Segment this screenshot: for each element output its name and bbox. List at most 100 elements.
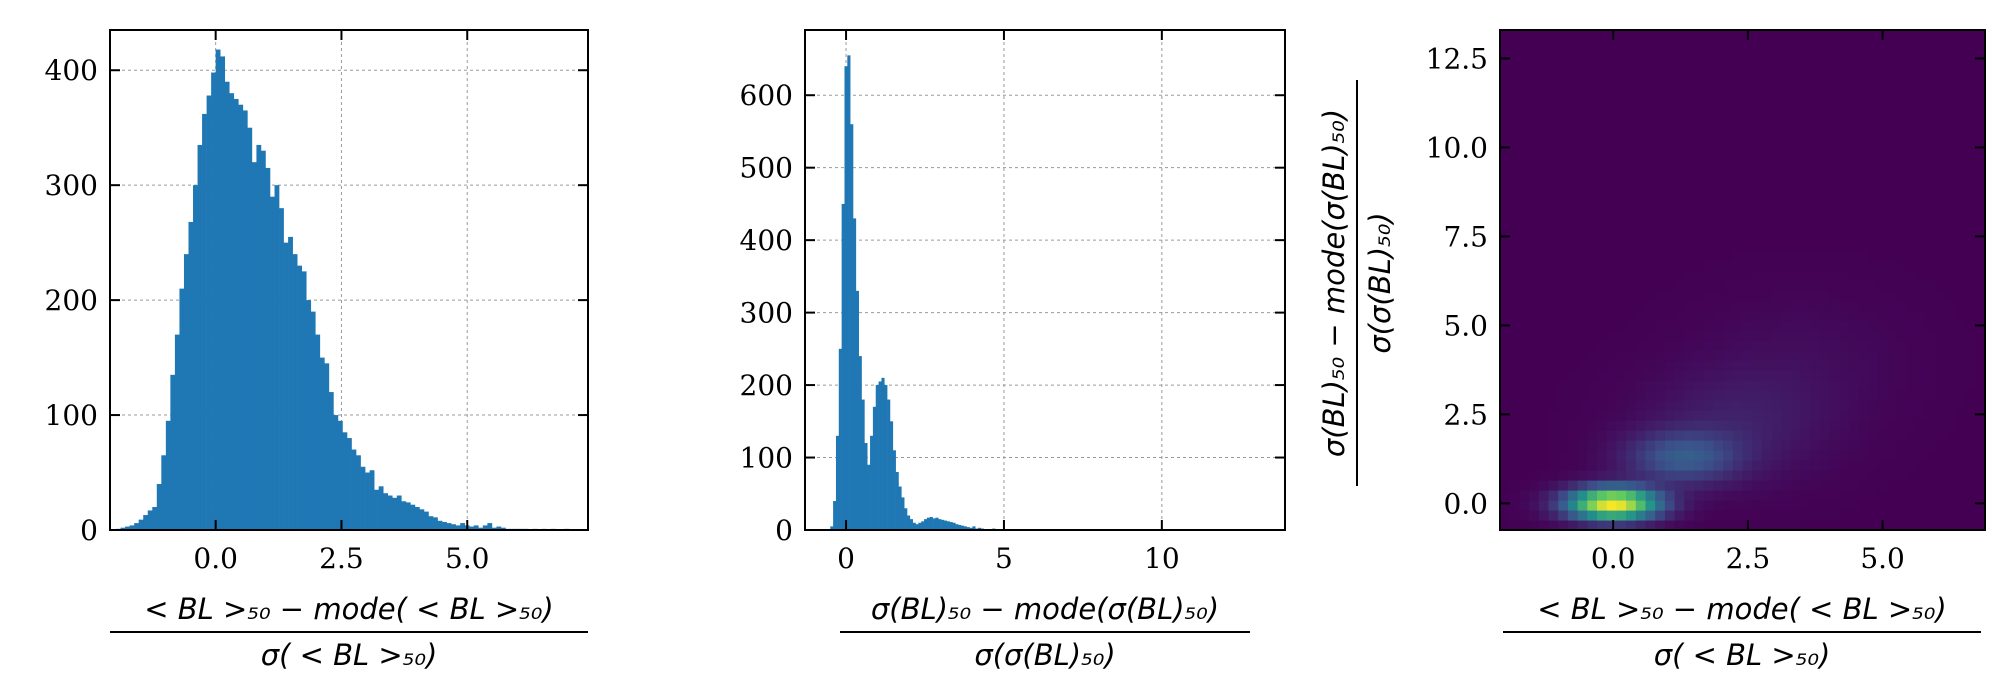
heatmap-cell — [1713, 370, 1724, 381]
heatmap-cell — [1771, 380, 1782, 391]
heatmap-cell — [1626, 420, 1637, 431]
heatmap-cell — [1878, 440, 1889, 451]
heatmap-cell — [1694, 340, 1705, 351]
heatmap-cell — [1752, 160, 1763, 171]
heatmap-cell — [1645, 140, 1656, 151]
heatmap-cell — [1529, 380, 1540, 391]
heatmap-cell — [1577, 390, 1588, 401]
heatmap-cell — [1888, 150, 1899, 161]
heatmap-cell — [1917, 270, 1928, 281]
heatmap-cell — [1635, 460, 1647, 471]
heatmap-cell — [1500, 370, 1511, 381]
heatmap-cell — [1509, 100, 1520, 111]
heatmap-cell — [1946, 180, 1957, 191]
heatmap-cell — [1713, 450, 1724, 461]
heatmap-cell — [1548, 470, 1559, 481]
heatmap-cell — [1781, 420, 1792, 431]
heatmap-cell — [1723, 320, 1734, 331]
heatmap-cell — [1946, 400, 1957, 411]
heatmap-cell — [1955, 280, 1967, 291]
heatmap-cell — [1858, 380, 1870, 391]
heatmap-cell — [1955, 390, 1967, 401]
heatmap-cell — [1577, 230, 1588, 241]
heatmap-cell — [1635, 210, 1647, 221]
heatmap-cell — [1829, 380, 1841, 391]
heatmap-cell — [1577, 520, 1588, 530]
heatmap-cell — [1820, 140, 1831, 151]
heatmap-cell — [1529, 410, 1540, 421]
heatmap-cell — [1781, 480, 1792, 491]
heatmap-cell — [1500, 80, 1511, 91]
heatmap-cell — [1626, 510, 1637, 521]
heatmap-cell — [1684, 500, 1695, 511]
heatmap-cell — [1800, 360, 1811, 371]
heatmap-cell — [1538, 250, 1550, 261]
heatmap-cell — [1839, 150, 1850, 161]
heatmap-cell — [1955, 410, 1967, 421]
heatmap-cell — [1907, 120, 1918, 131]
heatmap-cell — [1955, 130, 1967, 141]
histogram-bar — [889, 421, 894, 530]
heatmap-cell — [1703, 270, 1714, 281]
heatmap-cell — [1771, 100, 1782, 111]
heatmap-cell — [1567, 120, 1579, 131]
heatmap-cell — [1800, 430, 1811, 441]
heatmap-cell — [1664, 430, 1676, 441]
y-tick-label: 300 — [740, 297, 793, 330]
heatmap-cell — [1849, 290, 1860, 301]
heatmap-cell — [1529, 370, 1540, 381]
heatmap-cell — [1752, 80, 1763, 91]
heatmap-cell — [1694, 100, 1705, 111]
heatmap-cell — [1810, 210, 1821, 221]
heatmap-cell — [1645, 30, 1656, 41]
heatmap-cell — [1820, 350, 1831, 361]
heatmap-cell — [1509, 360, 1520, 371]
heatmap-cell — [1849, 80, 1860, 91]
heatmap-cell — [1529, 110, 1540, 121]
heatmap-cell — [1752, 330, 1763, 341]
heatmap-cell — [1761, 210, 1773, 221]
heatmap-cell — [1500, 220, 1511, 231]
histogram-bar — [887, 399, 891, 530]
heatmap-cell — [1781, 80, 1792, 91]
heatmap-cell — [1567, 460, 1579, 471]
heatmap-cell — [1955, 350, 1967, 361]
heatmap-cell — [1771, 140, 1782, 151]
heatmap-cell — [1781, 120, 1792, 131]
x-axis-label-numerator: < BL >₅₀ − mode( < BL >₅₀) — [1537, 592, 1947, 626]
heatmap-cell — [1587, 290, 1598, 301]
heatmap-cell — [1732, 320, 1744, 331]
heatmap-cell — [1771, 80, 1782, 91]
heatmap-cell — [1897, 430, 1908, 441]
heatmap-cell — [1694, 410, 1705, 421]
heatmap-cell — [1761, 40, 1773, 51]
heatmap-cell — [1800, 380, 1811, 391]
heatmap-cell — [1926, 300, 1938, 311]
heatmap-cell — [1800, 130, 1811, 141]
heatmap-cell — [1868, 80, 1879, 91]
heatmap-cell — [1723, 110, 1734, 121]
heatmap-cell — [1858, 500, 1870, 511]
heatmap-cell — [1800, 220, 1811, 231]
heatmap-cell — [1849, 40, 1860, 51]
heatmap-cell — [1936, 420, 1947, 431]
heatmap-cell — [1820, 490, 1831, 501]
heatmap-cell — [1548, 50, 1559, 61]
heatmap-cell — [1839, 100, 1850, 111]
heatmap-cell — [1519, 510, 1530, 521]
histogram-bar — [387, 495, 393, 530]
heatmap-cell — [1674, 510, 1685, 521]
histogram-bar — [428, 516, 434, 530]
heatmap-cell — [1674, 40, 1685, 51]
heatmap-cell — [1888, 60, 1899, 71]
heatmap-cell — [1810, 200, 1821, 211]
heatmap-cell — [1529, 460, 1540, 471]
heatmap-cell — [1500, 260, 1511, 271]
heatmap-cell — [1664, 70, 1676, 81]
heatmap-cell — [1558, 380, 1569, 391]
heatmap-cell — [1800, 40, 1811, 51]
heatmap-cell — [1839, 310, 1850, 321]
heatmap-cell — [1820, 270, 1831, 281]
heatmap-cell — [1888, 90, 1899, 101]
heatmap-cell — [1616, 500, 1627, 511]
